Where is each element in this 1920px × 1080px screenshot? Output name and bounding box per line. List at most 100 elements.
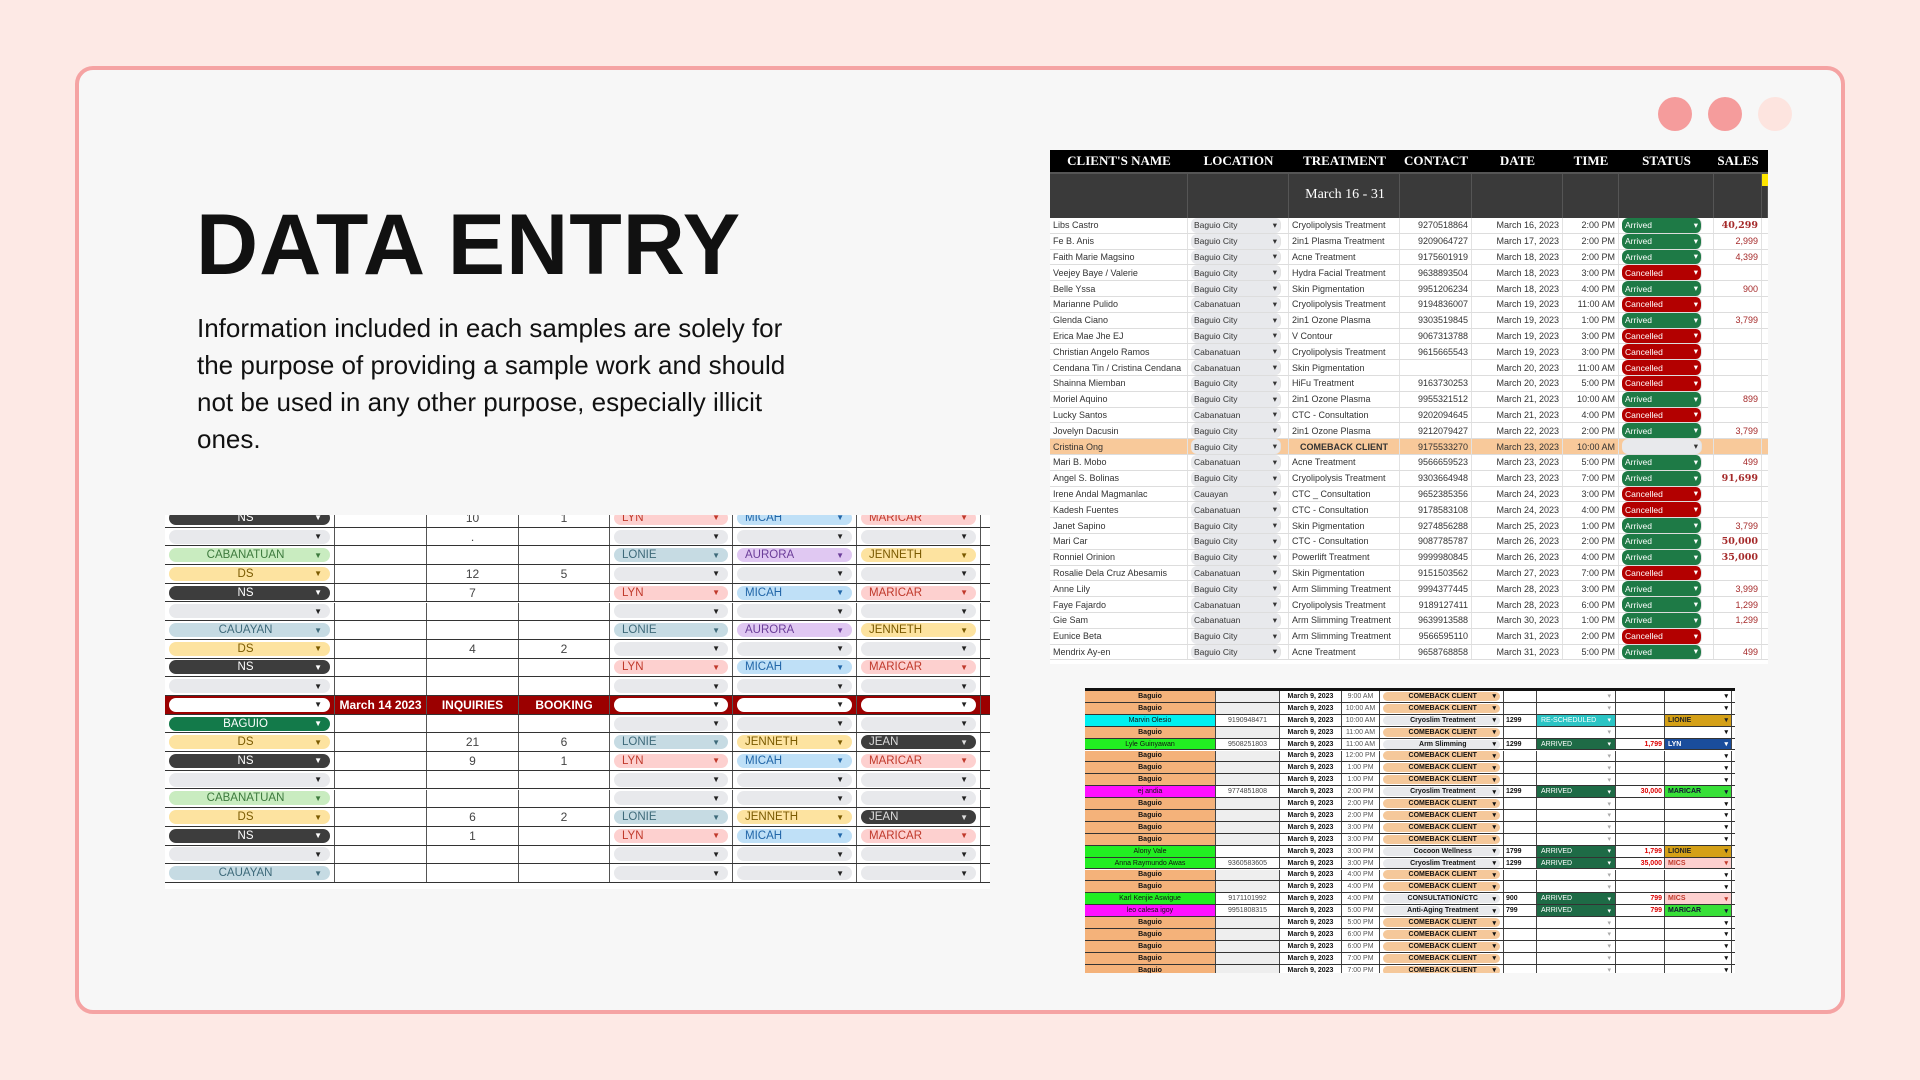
table-row[interactable]: Veejey Baye / Valerie Baguio City ▾ Hydra F… [1050, 265, 1768, 282]
status-dropdown[interactable]: Arrived ▾ [1622, 644, 1702, 660]
treatment-dropdown[interactable]: COMEBACK CLIENT ▾ [1383, 691, 1500, 701]
treatment-dropdown[interactable]: COMEBACK CLIENT ▾ [1383, 941, 1500, 951]
staff-dropdown[interactable]: ▼ [169, 604, 330, 619]
status-dropdown[interactable]: ▾ [1537, 929, 1616, 940]
location-dropdown[interactable]: Cauayan ▾ [1191, 486, 1281, 502]
table-row[interactable]: Baguio March 9, 2023 1:00 PM COMEBACK CLIEN… [1085, 762, 1735, 775]
status-dropdown[interactable]: Arrived ▾ [1622, 423, 1702, 439]
status-dropdown[interactable]: ▾ [1537, 821, 1616, 833]
staff-dropdown[interactable]: MICS ▾ [1665, 857, 1732, 869]
staff-dropdown[interactable]: ▼ [614, 716, 728, 731]
table-row[interactable]: Baguio March 9, 2023 9:00 AM COMEBACK CLIEN… [1085, 691, 1735, 703]
staff-dropdown[interactable]: ▾ [1665, 964, 1732, 973]
staff-dropdown[interactable]: ▼ [737, 772, 852, 787]
status-dropdown[interactable]: Arrived ▾ [1622, 281, 1702, 296]
treatment-dropdown[interactable]: CONSULTATION/CTC ▾ [1383, 894, 1500, 904]
staff-dropdown[interactable]: ▼ [614, 679, 728, 694]
staff-dropdown[interactable]: ▾ [1665, 929, 1732, 940]
treatment-dropdown[interactable]: COMEBACK CLIENT ▾ [1383, 703, 1500, 713]
staff-dropdown[interactable]: ▼ [614, 791, 728, 806]
staff-dropdown[interactable]: ▾ [1665, 774, 1732, 786]
location-dropdown[interactable]: Baguio City ▾ [1191, 376, 1281, 391]
table-row[interactable]: Erica Mae Jhe EJ Baguio City ▾ V Contour 906… [1050, 328, 1768, 345]
status-dropdown[interactable]: Arrived ▾ [1622, 518, 1702, 533]
staff-dropdown[interactable]: LONIE ▼ [614, 548, 728, 563]
location-dropdown[interactable]: Baguio City ▾ [1191, 470, 1281, 486]
treatment-dropdown[interactable]: COMEBACK CLIENT ▾ [1383, 810, 1500, 820]
staff-dropdown[interactable]: JENNETH ▼ [737, 735, 852, 750]
staff-dropdown[interactable]: ▼ [737, 529, 852, 544]
table-row[interactable]: Baguio March 9, 2023 12:00 PM COMEBACK CLIE… [1085, 750, 1735, 763]
staff-dropdown[interactable]: ▼ [861, 697, 976, 712]
staff-dropdown[interactable]: LONIE ▼ [614, 735, 728, 750]
staff-dropdown[interactable]: CABANATUAN ▼ [169, 548, 330, 563]
staff-dropdown[interactable]: LIONIE ▾ [1665, 714, 1732, 726]
staff-dropdown[interactable]: MARICAR ▾ [1665, 786, 1732, 798]
staff-dropdown[interactable]: LYN ▼ [614, 585, 728, 600]
status-dropdown[interactable]: ▾ [1537, 762, 1616, 774]
staff-dropdown[interactable]: LYN ▼ [614, 515, 728, 525]
table-row[interactable]: Fe B. Anis Baguio City ▾ 2in1 Plasma Treatm… [1050, 233, 1768, 250]
table-row[interactable]: Faith Marie Magsino Baguio City ▾ Acne Trea… [1050, 249, 1768, 266]
staff-dropdown[interactable]: ▾ [1665, 833, 1732, 845]
column-header[interactable]: CONTACT [1403, 153, 1469, 168]
treatment-dropdown[interactable]: COMEBACK CLIENT ▾ [1383, 965, 1500, 973]
location-dropdown[interactable]: Baguio City ▾ [1191, 644, 1281, 660]
staff-dropdown[interactable]: ▾ [1665, 821, 1732, 833]
status-dropdown[interactable]: ▾ [1537, 798, 1616, 809]
table-row[interactable]: Alony Vale March 9, 2023 3:00 PM Cocoon Wel… [1085, 845, 1735, 858]
table-row[interactable]: Eunice Beta Baguio City ▾ Arm Slimming Trea… [1050, 628, 1768, 645]
staff-dropdown[interactable]: JENNETH ▼ [737, 810, 852, 825]
treatment-dropdown[interactable]: COMEBACK CLIENT ▾ [1383, 834, 1500, 844]
table-row[interactable]: Cristina Ong Baguio City ▾ COMEBACK CLIENT 9… [1050, 439, 1768, 455]
staff-dropdown[interactable]: ▾ [1665, 762, 1732, 774]
table-row[interactable]: Shainna Miemban Baguio City ▾ HiFu Treatmen… [1050, 376, 1768, 392]
staff-dropdown[interactable]: ▼ [737, 866, 852, 881]
table-row[interactable]: Mari B. Mobo Cabanatuan ▾ Acne Treatment 956… [1050, 455, 1768, 471]
status-dropdown[interactable]: Cancelled ▾ [1622, 407, 1702, 423]
location-dropdown[interactable]: Baguio City ▾ [1191, 249, 1281, 265]
staff-dropdown[interactable]: ▾ [1665, 881, 1732, 893]
staff-dropdown[interactable]: CAUAYAN ▼ [169, 623, 330, 638]
staff-dropdown[interactable]: ▾ [1665, 952, 1732, 964]
staff-dropdown[interactable]: MICAH ▼ [737, 585, 852, 600]
status-dropdown[interactable]: Arrived ▾ [1622, 455, 1702, 470]
staff-dropdown[interactable]: DS ▼ [169, 810, 330, 825]
location-dropdown[interactable]: Baguio City ▾ [1191, 265, 1281, 281]
treatment-dropdown[interactable]: COMEBACK CLIENT ▾ [1383, 727, 1500, 737]
staff-dropdown[interactable]: CAUAYAN ▼ [169, 866, 330, 881]
staff-dropdown[interactable]: LONIE ▼ [614, 623, 728, 638]
status-dropdown[interactable]: ▾ [1537, 726, 1616, 738]
staff-dropdown[interactable]: DS ▼ [169, 566, 330, 581]
treatment-dropdown[interactable]: Cocoon Wellness ▾ [1383, 846, 1500, 856]
status-dropdown[interactable]: Arrived ▾ [1622, 391, 1702, 407]
staff-dropdown[interactable]: JENNETH ▼ [861, 548, 976, 563]
staff-dropdown[interactable]: AURORA ▼ [737, 548, 852, 563]
table-row[interactable]: Marvin Olesio 9190948471 March 9, 2023 10:0… [1085, 714, 1735, 727]
treatment-dropdown[interactable]: COMEBACK CLIENT ▾ [1383, 918, 1500, 928]
staff-dropdown[interactable]: JEAN ▼ [861, 810, 976, 825]
table-row[interactable]: Baguio March 9, 2023 4:00 PM COMEBACK CLIEN… [1085, 869, 1735, 882]
staff-dropdown[interactable]: AURORA ▼ [737, 623, 852, 638]
staff-dropdown[interactable]: NS ▼ [169, 585, 330, 600]
treatment-dropdown[interactable]: COMEBACK CLIENT ▾ [1383, 763, 1500, 773]
table-row[interactable]: Baguio March 9, 2023 7:00 PM COMEBACK CLIEN… [1085, 952, 1735, 965]
status-dropdown[interactable]: Arrived ▾ [1622, 581, 1702, 597]
status-dropdown[interactable]: Arrived ▾ [1622, 549, 1702, 565]
staff-dropdown[interactable]: ▼ [737, 604, 852, 619]
staff-dropdown[interactable]: ▾ [1665, 750, 1732, 762]
treatment-dropdown[interactable]: COMEBACK CLIENT ▾ [1383, 799, 1500, 809]
staff-dropdown[interactable]: LYN ▼ [614, 660, 728, 675]
staff-dropdown[interactable]: CABANATUAN ▼ [169, 791, 330, 806]
staff-dropdown[interactable]: ▼ [737, 679, 852, 694]
staff-dropdown[interactable]: MARICAR ▾ [1665, 905, 1732, 917]
table-row[interactable]: Mari Car Baguio City ▾ CTC - Consultation 90… [1050, 534, 1768, 550]
staff-dropdown[interactable]: ▼ [861, 679, 976, 694]
staff-dropdown[interactable]: ▼ [861, 866, 976, 881]
treatment-dropdown[interactable]: COMEBACK CLIENT ▾ [1383, 751, 1500, 761]
column-header[interactable]: STATUS [1642, 153, 1691, 168]
column-header[interactable]: CLIENT'S NAME [1067, 153, 1171, 168]
staff-dropdown[interactable]: ▼ [861, 604, 976, 619]
status-dropdown[interactable]: Arrived ▾ [1622, 613, 1702, 628]
table-row[interactable]: Cendana Tin / Cristina Cendana Cabanatuan… [1050, 360, 1768, 376]
